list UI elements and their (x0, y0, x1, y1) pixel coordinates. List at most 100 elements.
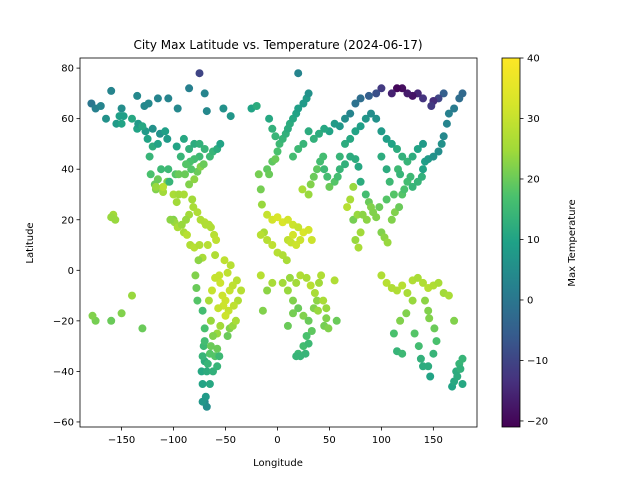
data-point (400, 185, 409, 194)
data-point (408, 296, 417, 305)
data-point (382, 195, 391, 204)
data-point (196, 215, 205, 224)
data-point (377, 271, 386, 280)
data-point (351, 155, 360, 164)
data-point (190, 175, 199, 184)
data-point (387, 139, 396, 148)
data-point (153, 175, 162, 184)
data-point (377, 84, 386, 93)
data-point (458, 89, 467, 98)
data-point (187, 165, 196, 174)
data-point (117, 309, 126, 318)
data-point (301, 349, 310, 358)
data-point (408, 152, 417, 161)
data-point (188, 195, 197, 204)
data-point (396, 316, 405, 325)
data-point (128, 114, 136, 123)
data-point (408, 182, 417, 191)
data-point (304, 339, 313, 348)
data-point (179, 190, 188, 199)
data-point (351, 99, 360, 108)
data-point (148, 124, 157, 133)
data-point (319, 152, 328, 161)
colorbar-tick-label: 30 (527, 114, 540, 125)
data-point (215, 352, 224, 361)
data-point (419, 278, 427, 287)
data-point (143, 134, 152, 143)
data-point (377, 127, 386, 136)
data-point (302, 332, 311, 340)
data-point (389, 329, 398, 338)
data-point (215, 271, 224, 280)
data-point (181, 170, 189, 179)
data-point (193, 208, 202, 217)
data-point (427, 102, 436, 110)
data-point (375, 203, 384, 212)
data-point (283, 286, 292, 295)
colorbar-tick-label: 10 (527, 235, 540, 246)
data-point (285, 273, 294, 282)
data-point (273, 213, 282, 222)
data-point (292, 278, 301, 287)
data-point (206, 316, 215, 325)
data-point (206, 223, 215, 232)
data-point (346, 195, 355, 204)
data-point (294, 145, 303, 153)
data-point (309, 172, 318, 181)
data-point (268, 124, 277, 133)
data-point (223, 332, 232, 340)
data-point (198, 306, 207, 315)
data-point (382, 134, 391, 143)
data-point (317, 271, 326, 280)
data-point (138, 122, 147, 131)
data-point (193, 296, 202, 305)
data-point (198, 352, 207, 361)
data-point (402, 309, 411, 318)
data-point (199, 160, 208, 169)
colorbar-tick-label: −10 (527, 356, 548, 367)
data-point (403, 289, 412, 297)
data-point (176, 152, 185, 161)
data-point (223, 268, 232, 277)
data-point (439, 89, 448, 98)
data-point (256, 230, 265, 239)
data-point (185, 145, 194, 153)
data-point (354, 243, 363, 252)
data-point (356, 122, 365, 131)
data-point (362, 215, 371, 224)
data-point (330, 276, 339, 285)
data-point (315, 278, 323, 287)
colorbar-tick-label: 0 (527, 295, 533, 306)
data-point (179, 134, 188, 143)
data-point (382, 278, 391, 287)
data-point (389, 190, 398, 199)
data-point (202, 367, 211, 376)
data-point (413, 145, 422, 153)
data-point (299, 311, 308, 320)
data-point (200, 89, 209, 98)
data-point (294, 304, 303, 313)
data-point (382, 165, 391, 174)
data-point (271, 132, 280, 141)
data-point (107, 316, 116, 325)
data-point (88, 311, 97, 320)
data-point (220, 256, 229, 265)
data-point (203, 241, 212, 249)
data-point (294, 223, 303, 232)
data-point (439, 132, 448, 141)
data-point (458, 354, 467, 363)
data-point (263, 210, 272, 219)
data-point (268, 241, 277, 249)
data-point (144, 99, 153, 108)
data-point (416, 354, 425, 363)
data-point (309, 134, 318, 143)
data-point (205, 380, 214, 388)
data-point (324, 324, 333, 333)
data-point (164, 94, 173, 103)
data-point (257, 200, 266, 209)
data-point (256, 185, 265, 194)
data-point (195, 139, 204, 148)
data-point (117, 104, 126, 113)
y-tick-label: 40 (61, 165, 74, 176)
x-tick-label: 0 (274, 435, 280, 446)
